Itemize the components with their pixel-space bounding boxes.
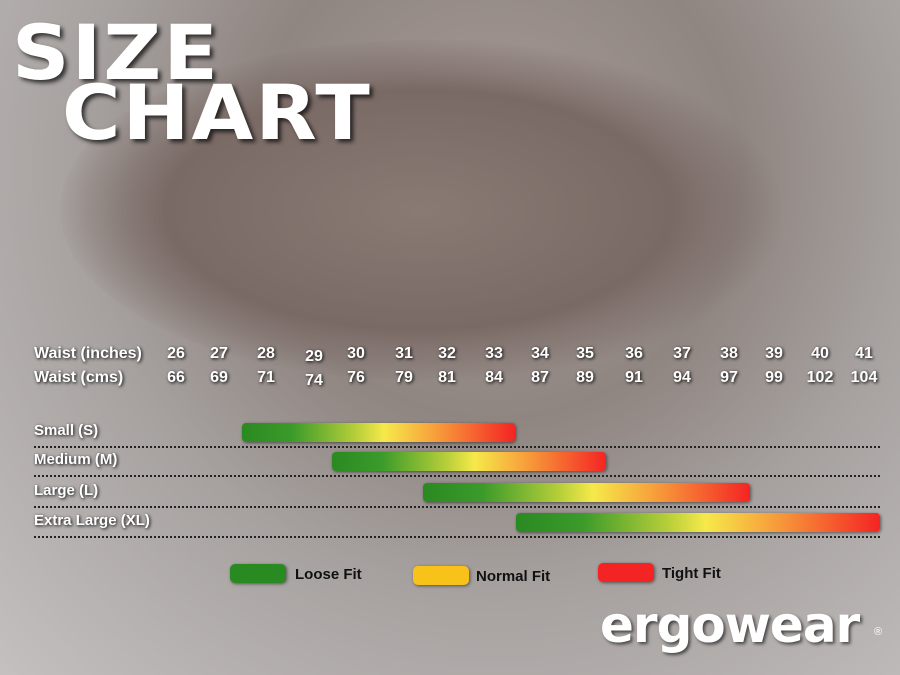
waist-cms-tick: 87 (531, 369, 549, 386)
waist-cms-tick: 89 (576, 369, 594, 386)
waist-inches-tick: 29 (305, 348, 323, 365)
legend-swatch (230, 564, 286, 583)
title-line-2: CHART (62, 68, 372, 157)
waist-inches-tick: 38 (720, 345, 738, 362)
legend-label: Loose Fit (295, 566, 362, 583)
waist-cms-tick: 69 (210, 369, 228, 386)
waist-inches-tick: 30 (347, 345, 365, 362)
background-photo (60, 40, 780, 380)
waist-cms-tick: 102 (806, 369, 834, 386)
row-divider (34, 536, 880, 538)
logo-text: ergowear (600, 596, 860, 654)
title-line-1: SIZE (12, 8, 220, 97)
waist-cms-tick: 99 (765, 369, 783, 386)
waist-cms-tick: 76 (347, 369, 365, 386)
waist-cms-tick: 66 (167, 369, 185, 386)
waist-inches-tick: 28 (257, 345, 275, 362)
size-label: Extra Large (XL) (34, 512, 150, 529)
row-divider (34, 506, 880, 508)
waist-cms-tick: 94 (673, 369, 691, 386)
legend-label: Tight Fit (662, 565, 721, 582)
row-divider (34, 475, 880, 477)
size-range-bar (423, 483, 750, 502)
waist-inches-tick: 41 (855, 345, 873, 362)
waist-cms-tick: 104 (850, 369, 878, 386)
size-range-bar (516, 513, 880, 532)
size-label: Large (L) (34, 482, 99, 499)
waist-inches-tick: 36 (625, 345, 643, 362)
waist-cms-tick: 84 (485, 369, 503, 386)
waist-inches-label: Waist (inches) (34, 345, 142, 362)
registered-mark: ® (874, 626, 883, 638)
waist-inches-tick: 33 (485, 345, 503, 362)
waist-cms-tick: 74 (305, 372, 323, 389)
waist-cms-tick: 79 (395, 369, 413, 386)
legend-label: Normal Fit (476, 568, 551, 585)
waist-cms-tick: 71 (257, 369, 275, 386)
waist-inches-tick: 31 (395, 345, 413, 362)
waist-inches-tick: 27 (210, 345, 228, 362)
ergowear-logo: ergowear (600, 596, 860, 654)
waist-cms-tick: 81 (438, 369, 456, 386)
size-label: Small (S) (34, 422, 99, 439)
waist-inches-tick: 35 (576, 345, 594, 362)
waist-cms-tick: 97 (720, 369, 738, 386)
size-range-bar (332, 452, 606, 471)
waist-inches-tick: 40 (811, 345, 829, 362)
row-divider (34, 446, 880, 448)
waist-inches-tick: 26 (167, 345, 185, 362)
legend-swatch (598, 563, 654, 582)
waist-cms-label: Waist (cms) (34, 369, 124, 386)
legend-swatch (413, 566, 469, 585)
waist-cms-tick: 91 (625, 369, 643, 386)
size-label: Medium (M) (34, 451, 118, 468)
waist-inches-tick: 34 (531, 345, 549, 362)
waist-inches-tick: 37 (673, 345, 691, 362)
waist-inches-tick: 32 (438, 345, 456, 362)
size-range-bar (242, 423, 515, 442)
waist-inches-tick: 39 (765, 345, 783, 362)
